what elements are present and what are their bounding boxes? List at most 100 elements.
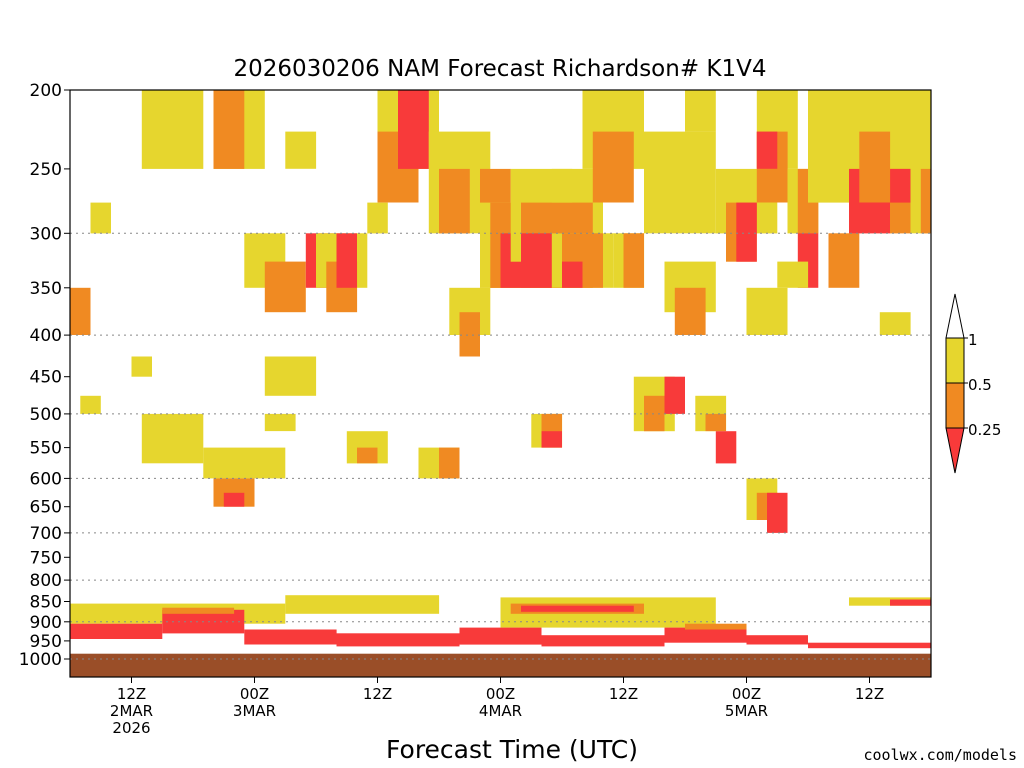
ri-band bbox=[459, 627, 542, 645]
y-tick-label: 850 bbox=[30, 593, 62, 613]
ri-cell bbox=[398, 90, 429, 169]
y-tick-label: 900 bbox=[30, 613, 62, 633]
ri-cell bbox=[367, 202, 388, 234]
ri-cell bbox=[736, 202, 757, 262]
y-tick-label: 950 bbox=[30, 632, 62, 652]
ri-cell bbox=[920, 168, 932, 234]
watermark: coolwx.com/models bbox=[863, 746, 1017, 764]
x-tick-label: 3MAR bbox=[233, 702, 276, 720]
y-axis: 200 250 300 350 400 450 500 550 600 650 700 750 8008… bbox=[19, 81, 70, 670]
ri-cell bbox=[357, 447, 378, 464]
x-axis-label: Forecast Time (UTC) bbox=[386, 735, 638, 764]
y-tick-label: 450 bbox=[30, 368, 62, 388]
y-tick-label: 350 bbox=[30, 279, 62, 299]
ri-cell bbox=[80, 395, 101, 414]
ri-band bbox=[685, 623, 747, 630]
ri-band bbox=[162, 607, 235, 614]
y-tick-label: 800 bbox=[30, 571, 62, 591]
ri-cell bbox=[562, 261, 583, 288]
ground-fill bbox=[70, 653, 931, 677]
ri-cell bbox=[264, 356, 317, 396]
ri-cell bbox=[859, 131, 891, 203]
x-tick-label: 00Z bbox=[486, 685, 515, 703]
ri-cell bbox=[890, 168, 911, 203]
colorbar: 1 0.5 0.25 bbox=[945, 293, 1001, 474]
ri-band bbox=[336, 633, 460, 647]
ri-band bbox=[521, 605, 634, 612]
ri-cell bbox=[879, 312, 911, 335]
ri-band bbox=[890, 599, 931, 606]
ri-cell bbox=[264, 413, 296, 432]
chart-title: 2026030206 NAM Forecast Richardson# K1V4 bbox=[233, 56, 766, 82]
ri-cell bbox=[715, 431, 737, 464]
colorbar-top-triangle bbox=[945, 293, 965, 339]
ri-cell bbox=[664, 376, 685, 414]
ri-band bbox=[664, 627, 747, 643]
ri-cell bbox=[439, 168, 470, 234]
ri-band bbox=[808, 642, 931, 649]
ri-cell bbox=[70, 287, 91, 335]
ri-cell bbox=[223, 492, 245, 507]
x-tick-label: 00Z bbox=[732, 685, 761, 703]
ri-cell bbox=[644, 395, 665, 432]
ri-cell bbox=[141, 413, 204, 464]
colorbar-yellow bbox=[945, 337, 965, 384]
ri-cell bbox=[777, 261, 809, 288]
ri-cell bbox=[756, 131, 778, 169]
colorbar-label-0.25: 0.25 bbox=[968, 421, 1001, 439]
x-tick-label: 12Z bbox=[363, 685, 392, 703]
ri-band bbox=[746, 635, 808, 645]
ri-cell bbox=[264, 261, 306, 313]
ri-cell bbox=[131, 356, 152, 377]
ri-cell bbox=[767, 492, 788, 533]
x-tick-label: 4MAR bbox=[479, 702, 522, 720]
ri-cell bbox=[459, 312, 480, 357]
y-tick-label: 300 bbox=[30, 224, 62, 244]
ground-band bbox=[70, 653, 931, 677]
x-tick-label: 12Z bbox=[609, 685, 638, 703]
y-tick-label: 400 bbox=[30, 326, 62, 346]
ri-cell bbox=[439, 447, 460, 479]
ri-cell bbox=[644, 131, 716, 234]
y-tick-label: 250 bbox=[30, 160, 62, 180]
ri-cell bbox=[480, 168, 511, 203]
ri-cell bbox=[592, 131, 634, 203]
colorbar-bottom-triangle bbox=[945, 427, 965, 474]
x-tick-label: 5MAR bbox=[725, 702, 768, 720]
colorbar-label-0.5: 0.5 bbox=[968, 376, 992, 394]
y-tick-label: 650 bbox=[30, 498, 62, 518]
y-tick-label: 200 bbox=[30, 81, 62, 101]
x-tick-label: 00Z bbox=[240, 685, 269, 703]
y-tick-label: 550 bbox=[30, 439, 62, 459]
y-tick-label: 500 bbox=[30, 405, 62, 425]
ri-cell bbox=[213, 90, 245, 169]
ri-cell bbox=[141, 90, 204, 169]
ri-cell bbox=[336, 233, 357, 288]
ri-band bbox=[285, 595, 440, 614]
ri-cell bbox=[203, 447, 286, 479]
y-tick-label: 600 bbox=[30, 469, 62, 489]
y-tick-label: 1000 bbox=[19, 650, 62, 670]
ri-cell bbox=[685, 90, 716, 132]
colorbar-label-1: 1 bbox=[968, 331, 978, 349]
ri-band bbox=[541, 635, 665, 647]
y-tick-label: 700 bbox=[30, 524, 62, 544]
x-tick-label: 2MAR bbox=[110, 702, 153, 720]
x-tick-label: 2026 bbox=[112, 719, 150, 737]
ri-cell bbox=[705, 413, 726, 432]
ri-cell bbox=[551, 168, 573, 203]
ri-cell bbox=[674, 287, 706, 335]
ri-band bbox=[244, 629, 337, 645]
y-tick-label: 750 bbox=[30, 548, 62, 568]
ri-cell bbox=[746, 287, 788, 335]
plot-area bbox=[70, 90, 932, 649]
ri-cell bbox=[90, 202, 111, 234]
ri-band bbox=[70, 623, 163, 639]
ri-cell bbox=[828, 233, 860, 288]
ri-cell bbox=[285, 131, 317, 169]
ri-cell bbox=[623, 233, 644, 288]
ri-cell bbox=[541, 431, 562, 448]
x-tick-label: 12Z bbox=[117, 685, 146, 703]
